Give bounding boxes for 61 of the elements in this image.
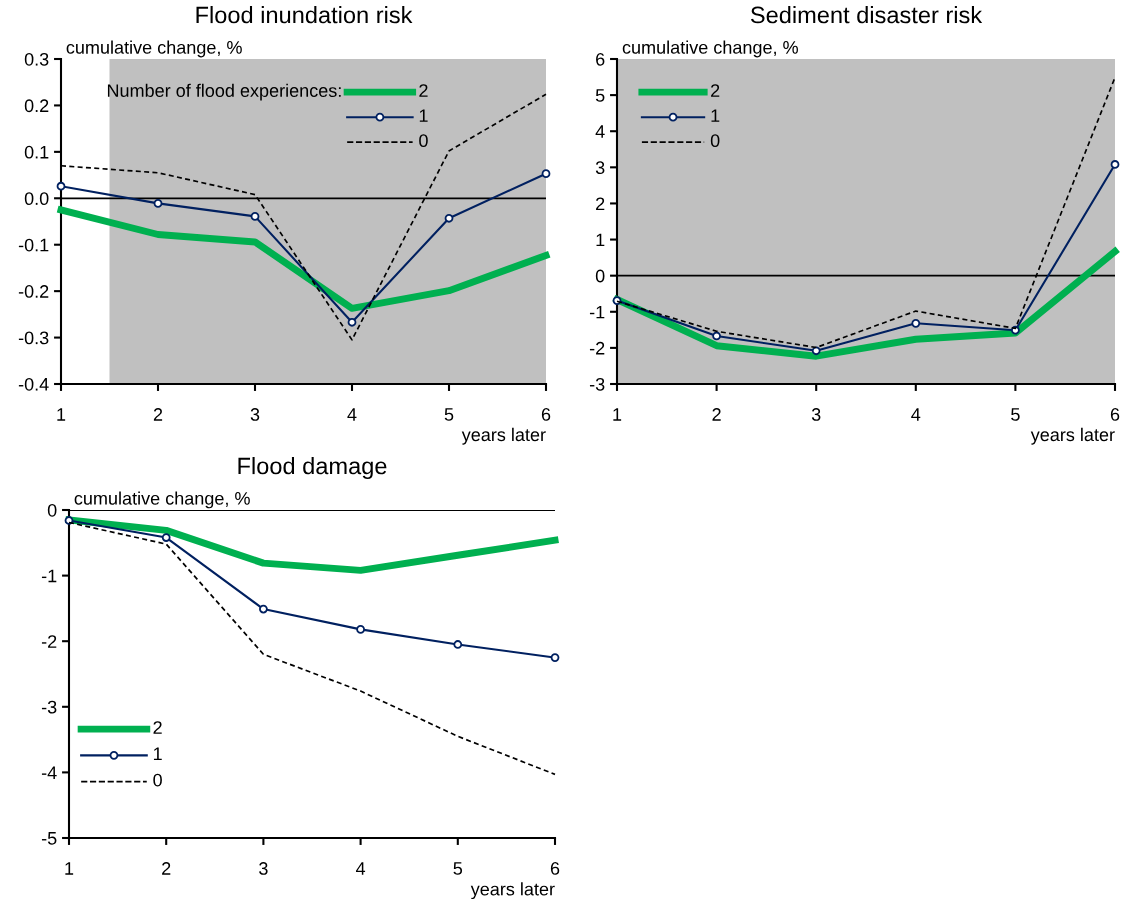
chart-title: Flood damage <box>238 456 387 479</box>
y-tick-label: -1 <box>589 305 605 319</box>
chart-title: Sediment disaster risk <box>750 6 983 24</box>
x-axis-title: years later <box>461 427 546 445</box>
y-axis-title: cumulative change, % <box>74 491 250 509</box>
y-tick-label: -3 <box>41 700 57 714</box>
legend-label: 2 <box>153 721 162 734</box>
y-tick-label: 0 <box>595 269 605 283</box>
x-tick-label: 1 <box>65 862 74 875</box>
x-tick-label: 5 <box>444 408 454 421</box>
x-tick-label: 2 <box>162 862 171 875</box>
legend-label: 2 <box>419 84 428 97</box>
y-tick-label: -0.3 <box>18 331 49 345</box>
y-tick-label: 0.0 <box>24 192 49 206</box>
x-axis-title: years later <box>470 882 555 900</box>
legend-label: 0 <box>153 773 162 787</box>
x-tick-label: 1 <box>57 408 66 421</box>
chart-title: Flood inundation risk <box>196 6 413 24</box>
x-tick-label: 5 <box>1011 408 1020 421</box>
y-tick-label: -0.1 <box>18 238 49 252</box>
y-axis-title: cumulative change, % <box>622 40 798 58</box>
y-tick-label: 5 <box>595 89 605 102</box>
legend-label: 1 <box>711 109 720 122</box>
y-tick-label: 0.3 <box>24 52 49 66</box>
x-tick-label: 6 <box>541 408 551 421</box>
y-tick-label: 3 <box>595 161 605 175</box>
y-tick-label: 2 <box>596 197 605 210</box>
y-tick-label: -0.2 <box>18 285 49 298</box>
y-tick-label: -0.4 <box>18 377 49 391</box>
y-tick-label: -2 <box>41 635 57 648</box>
legend-label: 0 <box>419 134 428 148</box>
legend-label: 1 <box>419 109 428 122</box>
y-tick-label: 1 <box>596 233 605 247</box>
x-tick-label: 3 <box>250 408 260 421</box>
x-tick-label: 6 <box>550 862 560 875</box>
x-tick-label: 1 <box>613 408 622 421</box>
x-tick-label: 2 <box>712 408 721 421</box>
y-axis-title: cumulative change, % <box>66 40 242 58</box>
x-tick-label: 3 <box>811 408 821 421</box>
y-tick-label: 0.1 <box>24 145 49 159</box>
y-tick-label: 0 <box>47 503 57 517</box>
x-tick-label: 4 <box>347 408 357 421</box>
y-tick-label: 0.2 <box>24 99 49 113</box>
x-tick-label: 2 <box>153 408 163 421</box>
legend-label: 2 <box>711 84 720 97</box>
legend-label: 1 <box>153 747 162 761</box>
x-tick-label: 6 <box>1110 408 1120 421</box>
y-tick-label: -2 <box>589 341 605 355</box>
y-tick-label: -1 <box>41 569 57 583</box>
x-tick-label: 5 <box>453 862 463 875</box>
y-tick-label: -4 <box>41 766 57 779</box>
legend-label: 0 <box>710 134 720 148</box>
x-tick-label: 4 <box>355 862 366 875</box>
x-tick-label: 4 <box>911 408 921 421</box>
y-tick-label: 6 <box>596 52 605 66</box>
y-tick-label: 4 <box>595 125 605 138</box>
x-axis-title: years later <box>1030 427 1115 445</box>
y-tick-label: -5 <box>41 832 57 845</box>
x-tick-label: 3 <box>259 862 268 875</box>
y-tick-label: -3 <box>589 377 605 391</box>
legend-title: Number of flood experiences: <box>107 83 341 101</box>
